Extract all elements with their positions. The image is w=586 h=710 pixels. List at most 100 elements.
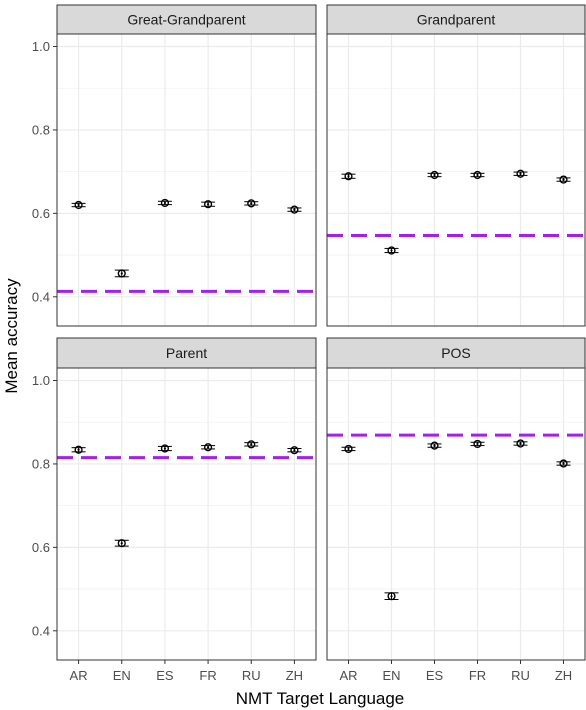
point-marker	[559, 459, 568, 468]
point-marker	[559, 175, 568, 184]
panel-parent: Parent	[56, 337, 317, 661]
facet-strip	[326, 4, 586, 35]
data-point-en	[384, 592, 399, 601]
point-center	[120, 542, 123, 545]
point-marker	[344, 444, 353, 454]
x-tick-label: RU	[511, 668, 530, 683]
panel-grandparent: Grandparent	[326, 4, 586, 327]
point-marker	[160, 444, 170, 453]
panel-background	[57, 368, 316, 660]
data-point-ar	[341, 172, 356, 181]
y-tick-label: 0.6	[32, 206, 50, 221]
panel-background	[57, 34, 316, 326]
point-center	[519, 442, 522, 445]
point-center	[562, 178, 565, 181]
point-marker	[344, 172, 353, 181]
data-point-es	[427, 170, 442, 180]
panel-border	[326, 33, 586, 327]
point-marker	[247, 199, 256, 208]
point-marker	[387, 246, 396, 255]
y-tick-label: 1.0	[32, 39, 50, 54]
data-point-fr	[201, 443, 216, 452]
point-center	[77, 203, 80, 207]
x-tick-label: ZH	[555, 668, 572, 683]
panel-pos: POS	[326, 337, 586, 661]
point-marker	[473, 439, 482, 449]
point-marker	[430, 170, 439, 180]
point-marker	[516, 439, 525, 448]
data-point-ar	[71, 445, 86, 454]
data-point-ru	[513, 439, 528, 448]
data-point-ru	[244, 199, 259, 208]
point-center	[390, 595, 393, 598]
point-marker	[74, 200, 83, 210]
facet-title: Great-Grandparent	[127, 12, 245, 28]
y-tick-label: 0.4	[32, 289, 50, 304]
point-center	[476, 173, 479, 177]
y-axis-ticks: 0.4 0.6 0.8 1.0 0.4 0.6 0.8 1.0	[32, 39, 57, 638]
x-tick-label: ES	[426, 668, 444, 683]
data-point-es	[157, 444, 172, 453]
panel-border	[56, 367, 317, 661]
data-point-fr	[470, 439, 485, 449]
x-tick-label: EN	[382, 668, 400, 683]
point-center	[347, 175, 350, 178]
panel-background	[327, 34, 585, 326]
y-tick-label: 0.4	[32, 623, 50, 638]
data-point-es	[157, 198, 172, 208]
data-point-fr	[470, 170, 485, 180]
panel-border	[326, 367, 586, 661]
point-center	[390, 249, 393, 252]
point-marker	[117, 269, 126, 278]
data-point-ar	[341, 444, 356, 454]
facet-strip	[56, 4, 317, 35]
x-tick-label: RU	[242, 668, 261, 683]
point-center	[433, 444, 436, 447]
data-point-en	[114, 269, 129, 278]
facet-title: Grandparent	[417, 12, 496, 28]
point-center	[519, 172, 522, 175]
x-tick-label: AR	[339, 668, 357, 683]
point-marker	[203, 200, 213, 209]
point-center	[163, 447, 167, 450]
point-marker	[117, 539, 126, 548]
data-point-fr	[201, 200, 216, 209]
panel-border	[56, 33, 317, 327]
point-marker	[203, 443, 213, 452]
point-marker	[430, 441, 439, 450]
x-tick-label: FR	[199, 668, 216, 683]
data-point-es	[427, 441, 442, 450]
facet-strip	[56, 337, 317, 369]
point-center	[433, 173, 436, 177]
x-axis-ticks: AR EN ES FR RU ZH AR EN ES FR RU ZH	[70, 660, 572, 683]
point-marker	[473, 170, 482, 180]
data-point-ru	[244, 440, 259, 449]
point-marker	[160, 198, 170, 208]
data-point-ar	[71, 200, 86, 210]
point-center	[120, 272, 123, 275]
point-marker	[290, 446, 299, 455]
point-center	[293, 449, 296, 452]
point-center	[347, 447, 350, 451]
point-center	[206, 446, 210, 449]
x-axis-title: NMT Target Language	[236, 689, 405, 708]
panel-background	[327, 368, 585, 660]
point-center	[250, 443, 253, 446]
x-tick-label: ES	[156, 668, 174, 683]
x-tick-label: EN	[113, 668, 131, 683]
y-tick-label: 0.8	[32, 122, 50, 137]
panels: Great-Grandparent Grandparent Parent POS	[56, 4, 586, 661]
data-point-zh	[556, 459, 571, 468]
point-marker	[516, 169, 525, 178]
y-tick-label: 1.0	[32, 373, 50, 388]
point-center	[163, 201, 167, 205]
point-marker	[247, 440, 256, 449]
facet-title: POS	[441, 345, 471, 361]
data-point-zh	[287, 205, 302, 214]
data-point-ru	[513, 169, 528, 178]
point-center	[293, 208, 296, 211]
panel-great-grandparent: Great-Grandparent	[56, 4, 317, 327]
point-marker	[74, 445, 83, 454]
point-center	[77, 448, 80, 451]
